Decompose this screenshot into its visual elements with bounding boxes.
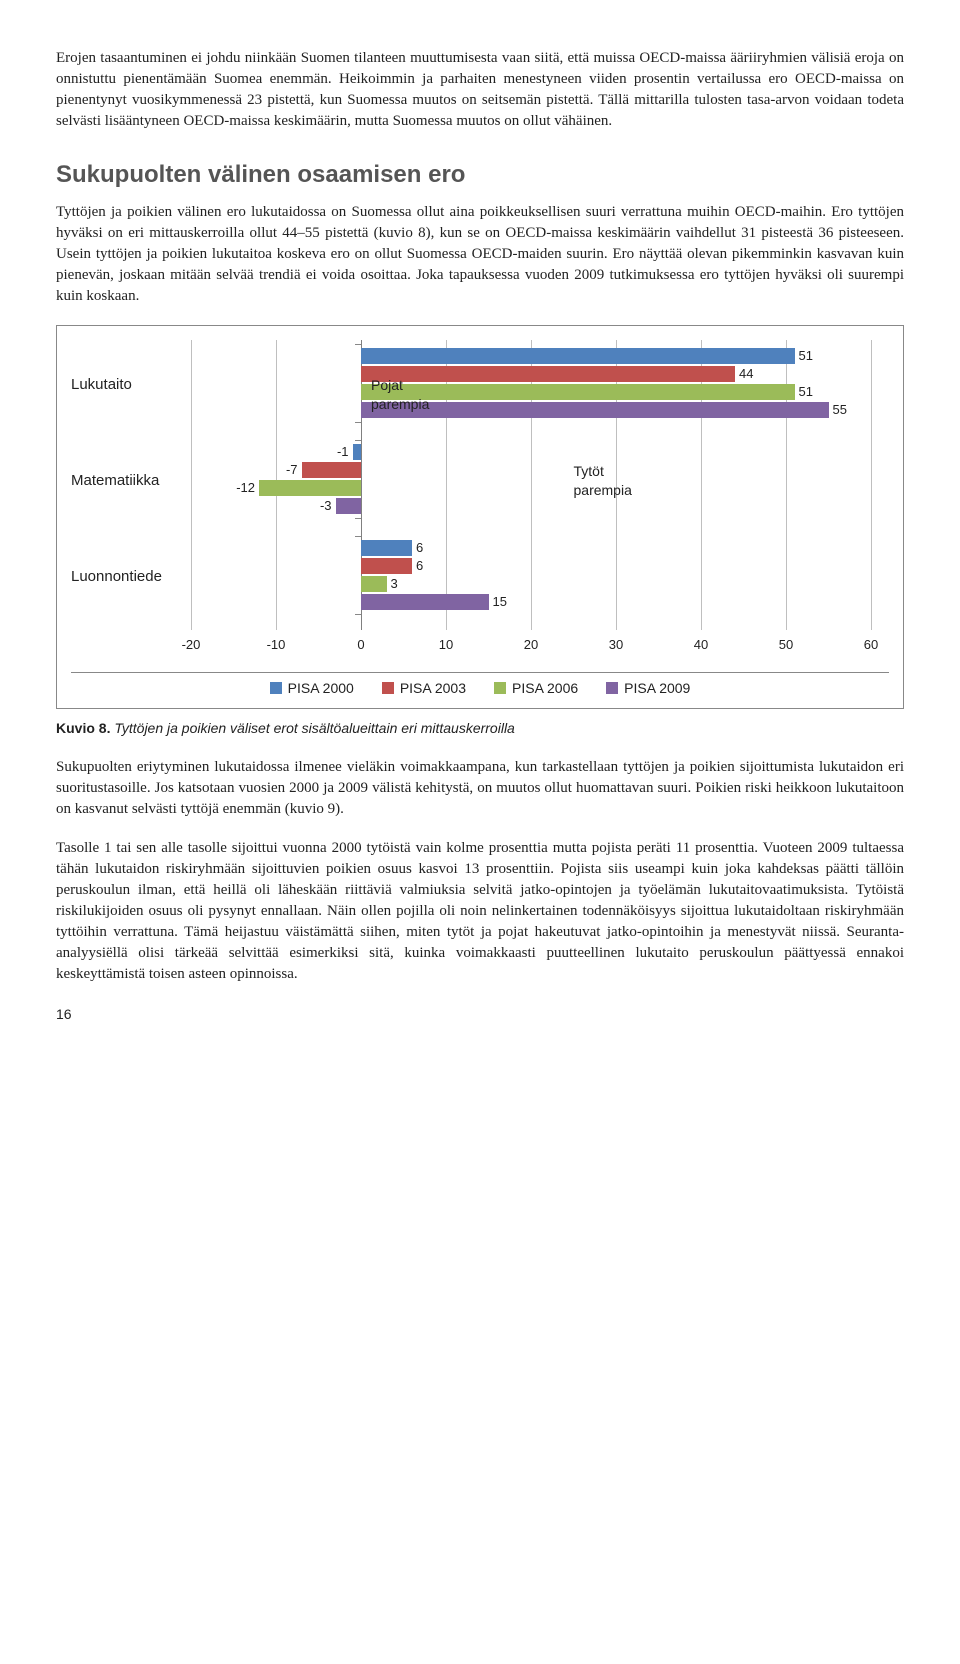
- legend-item: PISA 2006: [494, 679, 578, 699]
- bar: [361, 348, 795, 364]
- axis-tick-label: -20: [182, 636, 201, 654]
- paragraph-3: Sukupuolten eriytyminen lukutaidossa ilm…: [56, 757, 904, 820]
- bar-value-label: 6: [416, 558, 423, 574]
- axis-tick-label: 0: [357, 636, 364, 654]
- bar: [336, 498, 362, 514]
- paragraph-4: Tasolle 1 tai sen alle tasolle sijoittui…: [56, 838, 904, 985]
- chart-legend: PISA 2000 PISA 2003 PISA 2006 PISA 2009: [71, 672, 889, 701]
- legend-swatch: [606, 682, 618, 694]
- axis-tick-label: 40: [694, 636, 708, 654]
- axis-tick-label: 10: [439, 636, 453, 654]
- bar-value-label: 55: [833, 402, 847, 418]
- bar: [361, 594, 489, 610]
- legend-label: PISA 2006: [512, 679, 578, 699]
- bar: [361, 558, 412, 574]
- bar-value-label: -12: [236, 480, 255, 496]
- axis-tick-label: 20: [524, 636, 538, 654]
- gridline: [871, 340, 872, 630]
- legend-label: PISA 2000: [288, 679, 354, 699]
- bar: [361, 402, 829, 418]
- paragraph-1: Erojen tasaantuminen ei johdu niinkään S…: [56, 48, 904, 132]
- bar-value-label: 51: [799, 384, 813, 400]
- page-number: 16: [56, 1005, 904, 1025]
- bar-value-label: 15: [493, 594, 507, 610]
- bar-value-label: -3: [320, 498, 332, 514]
- bar: [353, 444, 362, 460]
- bar: [361, 540, 412, 556]
- bar-value-label: 6: [416, 540, 423, 556]
- axis-tick-label: 50: [779, 636, 793, 654]
- bar-value-label: -1: [337, 444, 349, 460]
- bar: [302, 462, 362, 478]
- section-heading: Sukupuolten välinen osaamisen ero: [56, 158, 904, 192]
- axis-tick-label: 60: [864, 636, 878, 654]
- category-label: Matematiikka: [71, 470, 159, 491]
- bar-value-label: 3: [391, 576, 398, 592]
- annotation-girls-better: Tytöt parempia: [574, 462, 632, 501]
- bar: [259, 480, 361, 496]
- gridline: [191, 340, 192, 630]
- legend-swatch: [494, 682, 506, 694]
- axis-tick-label: -10: [267, 636, 286, 654]
- bar: [361, 576, 387, 592]
- legend-label: PISA 2003: [400, 679, 466, 699]
- bar-value-label: 44: [739, 366, 753, 382]
- bar-value-label: -7: [286, 462, 298, 478]
- legend-item: PISA 2003: [382, 679, 466, 699]
- legend-swatch: [382, 682, 394, 694]
- annotation-boys-better: Pojat parempia: [371, 376, 429, 415]
- legend-label: PISA 2009: [624, 679, 690, 699]
- axis-tick-label: 30: [609, 636, 623, 654]
- gender-gap-chart: LukutaitoMatematiikkaLuonnontiede -20-10…: [56, 325, 904, 710]
- category-label: Lukutaito: [71, 374, 132, 395]
- chart-caption: Kuvio 8. Tyttöjen ja poikien väliset ero…: [56, 719, 904, 739]
- legend-swatch: [270, 682, 282, 694]
- bar-value-label: 51: [799, 348, 813, 364]
- legend-item: PISA 2009: [606, 679, 690, 699]
- legend-item: PISA 2000: [270, 679, 354, 699]
- category-label: Luonnontiede: [71, 566, 162, 587]
- paragraph-2: Tyttöjen ja poikien välinen ero lukutaid…: [56, 202, 904, 307]
